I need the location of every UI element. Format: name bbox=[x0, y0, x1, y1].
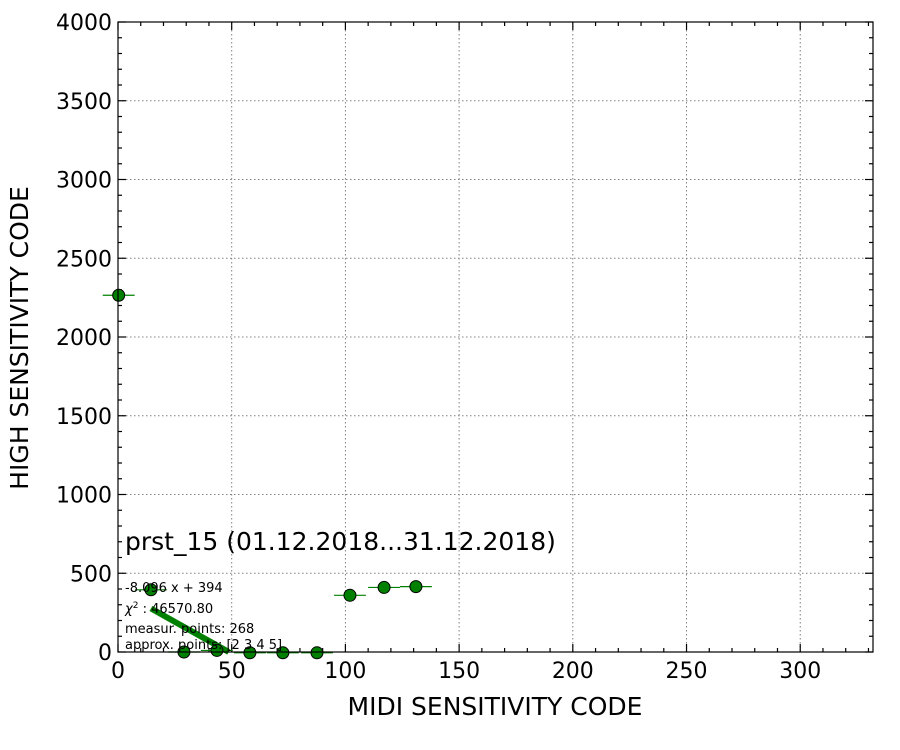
fit-equation: -8.096 x + 394 bbox=[125, 581, 223, 596]
data-point bbox=[276, 646, 290, 660]
chi2-symbol: χ bbox=[124, 602, 134, 617]
data-point bbox=[243, 646, 257, 660]
error-bars bbox=[102, 294, 432, 654]
y-tick-label: 2000 bbox=[56, 326, 112, 351]
y-tick-label: 3000 bbox=[56, 169, 112, 194]
data-point bbox=[377, 580, 391, 594]
chi2-text: χ2 : 46570.80 bbox=[124, 601, 213, 617]
chi2-value: : 46570.80 bbox=[138, 602, 213, 617]
x-axis-label: MIDI SENSITIVITY CODE bbox=[348, 692, 643, 721]
data-point bbox=[409, 580, 423, 594]
grid bbox=[117, 21, 873, 653]
approx-points: approx. points: [2 3 4 5] bbox=[125, 638, 282, 653]
measur-points: measur. points: 268 bbox=[125, 622, 254, 637]
plot-frame bbox=[117, 21, 874, 653]
data-point bbox=[210, 643, 224, 657]
data-point bbox=[112, 288, 126, 302]
x-tick-label: 50 bbox=[218, 659, 246, 684]
x-tick-label: 250 bbox=[666, 659, 708, 684]
chi2-superscript: 2 bbox=[133, 601, 139, 611]
y-tick-label: 2500 bbox=[56, 247, 112, 272]
annotation-title: prst_15 (01.12.2018...31.12.2018) bbox=[125, 527, 556, 556]
x-tick-label: 150 bbox=[438, 659, 480, 684]
x-tick-label: 200 bbox=[552, 659, 594, 684]
x-tick-label: 300 bbox=[779, 659, 821, 684]
y-tick-label: 1000 bbox=[56, 484, 112, 509]
y-tick-label: 3500 bbox=[56, 90, 112, 115]
y-tick-label: 4000 bbox=[56, 11, 112, 36]
y-tick-label: 500 bbox=[70, 562, 112, 587]
tick-labels: 0 50 100 150 200 250 3000500100015002000250030… bbox=[56, 11, 821, 684]
data-point bbox=[144, 583, 158, 597]
y-tick-label: 1500 bbox=[56, 405, 112, 430]
y-axis-label: HIGH SENSITIVITY CODE bbox=[5, 186, 34, 490]
data-point bbox=[310, 646, 324, 660]
y-tick-label: 0 bbox=[98, 641, 112, 666]
data-point bbox=[343, 588, 357, 602]
x-tick-label: 0 bbox=[111, 659, 125, 684]
x-tick-label: 100 bbox=[324, 659, 366, 684]
